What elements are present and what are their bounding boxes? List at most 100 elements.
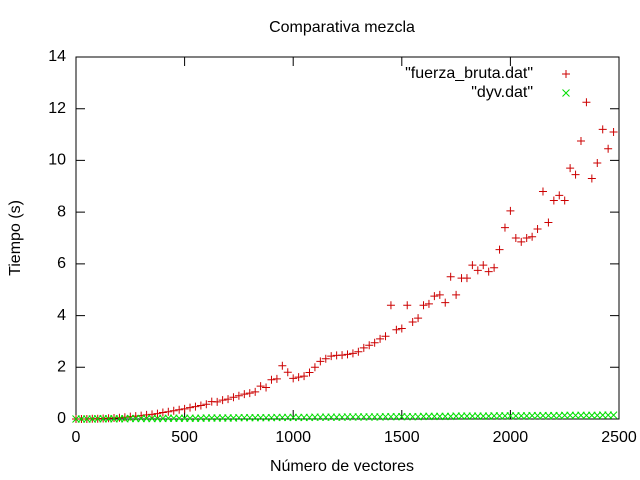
point xyxy=(99,414,108,423)
point xyxy=(175,414,184,423)
point xyxy=(566,164,575,173)
point xyxy=(381,412,390,421)
point xyxy=(148,414,156,423)
point xyxy=(549,411,558,420)
x-tick-label: 0 xyxy=(72,429,81,446)
point xyxy=(354,347,363,356)
point xyxy=(598,125,607,134)
point xyxy=(289,413,298,422)
x-axis-label: Número de vectores xyxy=(270,458,414,475)
point xyxy=(72,415,80,423)
point xyxy=(283,413,292,422)
point xyxy=(153,409,162,418)
point xyxy=(587,411,596,420)
point xyxy=(115,414,124,423)
point xyxy=(240,390,249,399)
point xyxy=(484,267,493,276)
point xyxy=(495,245,504,254)
point xyxy=(387,412,395,421)
point xyxy=(310,363,319,372)
point xyxy=(267,375,276,384)
point xyxy=(365,413,374,421)
point xyxy=(262,383,271,392)
point xyxy=(229,393,238,402)
point xyxy=(419,301,428,310)
chart-title: Comparativa mezcla xyxy=(269,19,415,36)
point xyxy=(278,361,287,370)
point xyxy=(289,374,298,383)
point xyxy=(598,411,607,419)
point xyxy=(604,411,612,419)
y-tick-label: 2 xyxy=(57,359,66,376)
point xyxy=(435,412,444,421)
point xyxy=(511,234,520,242)
point xyxy=(191,402,200,411)
point xyxy=(609,411,618,419)
point xyxy=(218,396,227,405)
point xyxy=(386,301,395,310)
point xyxy=(186,414,194,423)
point xyxy=(403,412,412,421)
point xyxy=(468,412,477,421)
point xyxy=(533,411,542,420)
point xyxy=(273,413,281,422)
point xyxy=(376,334,385,343)
point xyxy=(234,391,243,400)
legend-marker xyxy=(562,89,570,97)
point xyxy=(300,372,309,381)
y-tick-label: 4 xyxy=(57,307,66,324)
point xyxy=(576,137,585,146)
point xyxy=(457,412,466,421)
point xyxy=(560,196,569,205)
point xyxy=(240,413,249,422)
point xyxy=(77,415,86,423)
point xyxy=(441,298,450,307)
y-tick-label: 6 xyxy=(57,255,66,272)
point xyxy=(196,401,205,410)
point xyxy=(343,350,352,359)
point xyxy=(539,411,547,420)
point xyxy=(479,412,488,421)
y-tick-label: 14 xyxy=(48,48,66,65)
point xyxy=(441,412,450,421)
point xyxy=(500,223,509,232)
point xyxy=(251,387,260,396)
point xyxy=(213,397,222,406)
point xyxy=(115,413,124,422)
point xyxy=(300,413,308,422)
point xyxy=(479,261,488,270)
point xyxy=(544,218,553,227)
point xyxy=(321,413,330,422)
point xyxy=(235,413,243,422)
point xyxy=(452,412,460,421)
point xyxy=(316,413,325,422)
x-tick-label: 500 xyxy=(171,429,198,446)
point xyxy=(381,332,390,341)
point xyxy=(305,368,314,377)
point xyxy=(175,405,184,414)
point xyxy=(555,191,564,200)
point xyxy=(110,414,118,423)
point xyxy=(511,412,520,420)
point xyxy=(582,98,591,107)
point xyxy=(501,412,509,420)
point xyxy=(403,301,412,310)
point xyxy=(506,412,515,420)
point xyxy=(311,413,319,422)
point xyxy=(495,412,504,420)
point xyxy=(272,374,281,383)
point xyxy=(359,343,368,352)
plot-border xyxy=(75,56,620,420)
point xyxy=(148,410,157,419)
point xyxy=(370,413,379,421)
point xyxy=(560,411,569,420)
point xyxy=(517,237,526,246)
point xyxy=(462,274,471,283)
point xyxy=(213,414,222,422)
point xyxy=(463,412,471,421)
legend-marker xyxy=(562,70,570,78)
point xyxy=(435,290,444,299)
point xyxy=(419,412,428,421)
point xyxy=(93,414,102,423)
